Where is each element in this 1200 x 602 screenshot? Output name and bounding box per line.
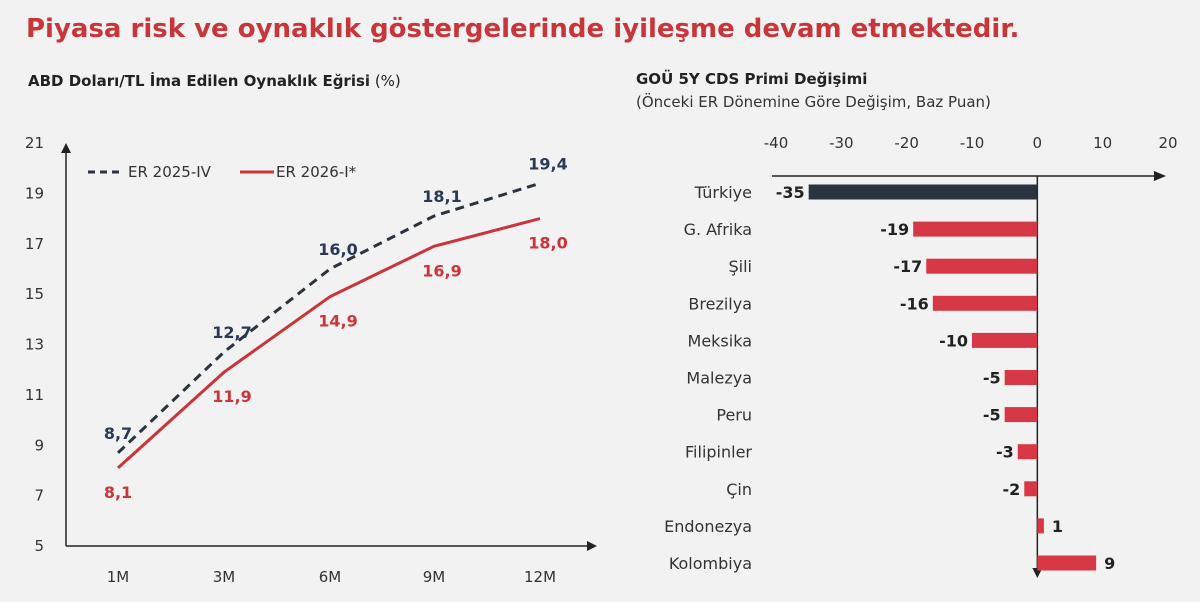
data-label-er-2026-i: 14,9 — [318, 312, 357, 331]
bar--in — [1024, 481, 1038, 497]
bar-category-label: Malezya — [686, 369, 752, 388]
bar-x-tick-label: -40 — [764, 134, 789, 152]
bar-x-tick-label: 10 — [1093, 134, 1112, 152]
bar-category-label: Türkiye — [694, 183, 752, 202]
bar-category-label: Filipinler — [685, 443, 752, 462]
series-line-er-2026-i — [116, 217, 541, 470]
data-label-er-2026-i: 8,1 — [104, 483, 132, 502]
data-label-er-2025-iv: 18,1 — [422, 187, 461, 206]
data-label-er-2026-i: 11,9 — [212, 387, 251, 406]
bar-chart-title: GOÜ 5Y CDS Primi Değişimi — [636, 70, 867, 88]
line-y-tick-label: 9 — [34, 436, 44, 454]
bar-meksika — [972, 332, 1038, 348]
line-x-tick-label: 1M — [107, 568, 130, 586]
line-y-tick-label: 19 — [25, 184, 44, 202]
bar-x-tick-label: -20 — [894, 134, 919, 152]
bar-x-tick-label: 20 — [1158, 134, 1177, 152]
bar-category-label: Brezilya — [688, 294, 752, 313]
bar-category-label: G. Afrika — [684, 220, 752, 239]
bar-category-label: Kolombiya — [669, 554, 752, 573]
bar-t-rkiye — [808, 184, 1038, 200]
data-label-er-2025-iv: 8,7 — [104, 424, 132, 443]
bar-kolombiya — [1037, 555, 1097, 571]
bar-category-label: Meksika — [688, 331, 752, 350]
line-y-tick-label: 13 — [25, 336, 44, 354]
line-chart-title: ABD Doları/TL İma Edilen Oynaklık Eğrisi… — [28, 72, 401, 90]
data-label-er-2025-iv: 19,4 — [528, 154, 567, 173]
bar-value-label: -5 — [983, 369, 1001, 388]
bar-value-label: -5 — [983, 406, 1001, 425]
bar--ili — [926, 258, 1038, 274]
line-y-tick-label: 15 — [25, 285, 44, 303]
bar-x-tick-label: -30 — [829, 134, 854, 152]
line-y-tick-label: 11 — [25, 386, 44, 404]
line-chart-title-text: ABD Doları/TL İma Edilen Oynaklık Eğrisi — [28, 72, 371, 90]
data-label-er-2025-iv: 12,7 — [212, 323, 251, 342]
bar-category-label: Şili — [729, 257, 753, 276]
data-label-er-2026-i: 16,9 — [422, 261, 461, 280]
bar-chart-subtitle: (Önceki ER Dönemine Göre Değişim, Baz Pu… — [636, 93, 991, 111]
line-y-axis-arrow — [61, 143, 71, 153]
line-chart-title-unit: (%) — [374, 72, 401, 90]
bar-category-label: Endonezya — [664, 517, 752, 536]
line-x-axis-arrow — [587, 541, 597, 551]
bar-peru — [1004, 407, 1038, 423]
line-y-tick-label: 7 — [34, 487, 44, 505]
data-label-er-2025-iv: 16,0 — [318, 240, 357, 259]
bar-value-label: -3 — [996, 443, 1014, 462]
bar-value-label: -10 — [939, 331, 968, 350]
bar-brezilya — [932, 295, 1038, 311]
legend-label-er-2026-i: ER 2026-I* — [276, 163, 357, 181]
bar-x-tick-label: -10 — [960, 134, 985, 152]
line-y-tick-label: 21 — [25, 134, 44, 152]
line-y-tick-label: 17 — [25, 235, 44, 253]
line-chart: 5 7 9 11 13 15 17 19 21 1M 3M 6M 9M 12M 8,7 12,7 16,0 18,… — [25, 134, 597, 586]
bar-value-label: 1 — [1052, 517, 1063, 536]
line-x-tick-label: 9M — [423, 568, 446, 586]
bar-filipinler — [1017, 444, 1038, 460]
bar-value-label: -16 — [900, 294, 929, 313]
line-x-tick-label: 6M — [319, 568, 342, 586]
line-x-tick-label: 12M — [524, 568, 556, 586]
bar-malezya — [1004, 370, 1038, 385]
bar-value-label: -19 — [880, 220, 909, 239]
bar-category-label: Çin — [726, 480, 752, 499]
bar-x-axis-arrow — [1154, 171, 1166, 181]
page-headline: Piyasa risk ve oynaklık göstergelerinde … — [26, 14, 1020, 44]
bar-value-label: -17 — [893, 257, 922, 276]
bar-value-label: -35 — [776, 183, 805, 202]
series-line-er-2025-iv — [116, 181, 541, 454]
bar-value-label: 9 — [1104, 554, 1115, 573]
data-label-er-2026-i: 18,0 — [528, 234, 567, 253]
bar-chart-title-text: GOÜ 5Y CDS Primi Değişimi — [636, 70, 868, 88]
bar-value-label: -2 — [1002, 480, 1020, 499]
line-x-tick-label: 3M — [213, 568, 236, 586]
legend-label-er-2025-iv: ER 2025-IV — [128, 163, 212, 181]
bar-endonezya — [1037, 518, 1044, 534]
line-y-tick-label: 5 — [34, 537, 44, 555]
bar-category-label: Peru — [716, 406, 752, 425]
bar-g-afrika — [913, 221, 1038, 237]
bar-x-tick-label: 0 — [1033, 134, 1043, 152]
